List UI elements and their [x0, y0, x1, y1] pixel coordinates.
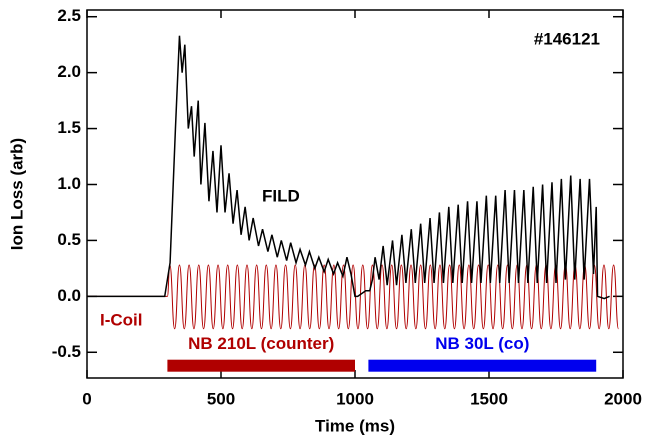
y-tick-label: 1.0: [57, 174, 81, 193]
x-tick-label: 500: [207, 389, 235, 408]
beam-label: NB 210L (counter): [188, 334, 334, 353]
y-tick-label: 0.5: [57, 230, 81, 249]
x-tick-label: 1500: [470, 389, 508, 408]
y-tick-label: 1.5: [57, 118, 81, 137]
y-axis-label: Ion Loss (arb): [7, 138, 26, 250]
shot-number: #146121: [534, 29, 600, 48]
series-label: FILD: [262, 186, 300, 205]
x-tick-label: 1000: [336, 389, 374, 408]
beam-bar: [368, 359, 597, 372]
series-label: I-Coil: [100, 310, 143, 329]
y-tick-label: 0.0: [57, 286, 81, 305]
x-axis-label: Time (ms): [315, 416, 395, 435]
y-tick-label: -0.5: [52, 342, 81, 361]
x-tick-label: 2000: [604, 389, 642, 408]
series-line: [87, 35, 610, 300]
series-line: [87, 264, 619, 330]
y-tick-label: 2.0: [57, 62, 81, 81]
y-tick-label: 2.5: [57, 6, 81, 25]
beam-bar: [167, 359, 355, 372]
x-tick-label: 0: [82, 389, 91, 408]
beam-label: NB 30L (co): [435, 334, 529, 353]
